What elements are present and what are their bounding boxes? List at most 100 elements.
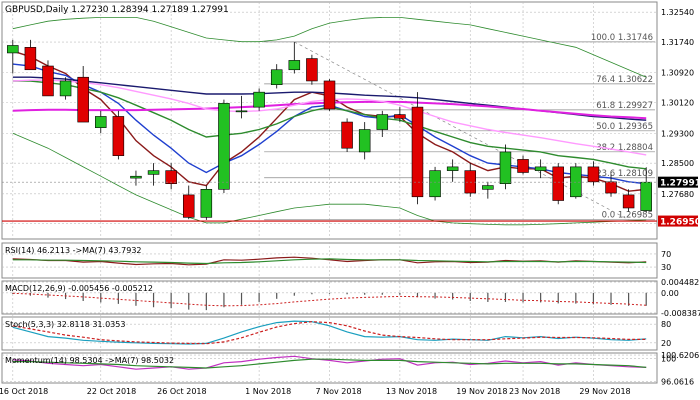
macd-tick-label: -0.008387 — [661, 309, 700, 318]
rsi-tick-label: 70 — [661, 250, 671, 259]
fib-level-label: 50.0 1.29365 — [596, 122, 653, 132]
price-tick-label: 1.30120 — [661, 99, 694, 108]
macd-histogram-bar — [592, 292, 595, 305]
macd-histogram-bar — [416, 292, 419, 298]
indicator-subpanels: 70 30 RSI(14) 46.2113 ->MA(7) 43.7932 0.004… — [2, 246, 700, 387]
candle-bearish — [165, 170, 177, 184]
macd-histogram-bar — [434, 292, 436, 299]
macd-histogram-bar — [276, 292, 278, 299]
macd-histogram-bar — [311, 292, 313, 295]
stoch-tick-label: 80 — [661, 320, 671, 329]
macd-histogram-bar — [223, 292, 225, 308]
support-line: 1.26950 — [2, 215, 700, 228]
macd-histogram-bar — [240, 292, 243, 305]
macd-histogram-bar — [610, 292, 612, 305]
price-tick-label: 1.27680 — [661, 190, 694, 199]
candle-bullish — [147, 170, 160, 175]
stoch-line-0 — [12, 320, 647, 345]
candle-bullish — [7, 45, 19, 54]
candle-bullish — [358, 129, 371, 153]
macd-histogram-bar — [293, 292, 295, 296]
stoch-tick-label: 20 — [661, 339, 671, 348]
current-price-marker: 1.27991 — [2, 176, 700, 189]
candle-bearish — [587, 166, 600, 183]
price-tick-label: 1.28500 — [661, 159, 694, 168]
momentum-tick-label: 100.6206 — [661, 351, 699, 360]
macd-tick-label: 0.004482 — [661, 278, 699, 287]
macd-tick-label: 0.00 — [661, 289, 679, 298]
candle-bullish — [130, 175, 142, 179]
macd-histogram-bar — [82, 292, 84, 301]
chart-title: GBPUSD,Daily 1.27230 1.28394 1.27189 1.2… — [5, 5, 229, 15]
candle-bullish — [640, 181, 652, 211]
candle-bearish — [464, 170, 477, 194]
candle-bearish — [341, 121, 353, 149]
macd-histogram-bar — [452, 292, 454, 300]
macd-histogram-bar — [47, 292, 49, 298]
support-price-label: 1.26950 — [660, 218, 700, 228]
macd-histogram-bar — [346, 292, 348, 295]
rsi-tick-label: 30 — [661, 263, 671, 272]
momentum-label: Momentum(14) 98.5304 ->MA(7) 98.5032 — [5, 356, 174, 365]
candle-bullish — [499, 151, 512, 184]
macd-histogram-bar — [645, 292, 647, 306]
date-tick-label: 26 Oct 2018 — [157, 387, 206, 396]
candle-bearish — [182, 194, 195, 218]
candle-bullish — [235, 110, 248, 113]
macd-histogram-bar — [205, 292, 207, 311]
macd-signal-line — [12, 292, 647, 307]
macd-histogram-bar — [170, 292, 172, 309]
rsi-line-1 — [12, 258, 647, 265]
macd-histogram-bar — [258, 292, 260, 302]
candle-bearish — [517, 159, 529, 173]
candle-bearish — [552, 166, 564, 201]
macd-histogram-bar — [364, 292, 366, 295]
candle-bullish — [218, 103, 230, 190]
macd-histogram-bar — [540, 292, 542, 303]
candle-bearish — [112, 116, 125, 156]
candle-bullish — [570, 166, 582, 198]
date-tick-label: 22 Oct 2018 — [87, 387, 136, 396]
rsi-label: RSI(14) 46.2113 ->MA(7) 43.7932 — [5, 246, 142, 255]
macd-histogram-bar — [504, 292, 507, 302]
momentum-tick-label: 100 — [661, 355, 676, 364]
bollinger-upper-line — [12, 16, 647, 78]
candle-bearish — [394, 114, 406, 119]
macd-histogram-bar — [469, 292, 471, 301]
macd-histogram-bar — [557, 292, 559, 304]
macd-histogram-bar — [152, 292, 155, 308]
candle-bearish — [411, 106, 424, 198]
date-tick-label: 1 Nov 2018 — [245, 387, 291, 396]
date-axis-ticks: 16 Oct 2018 22 Oct 2018 26 Oct 2018 1 Nov 2… — [0, 387, 631, 396]
price-axis-ticks: 1.32540 1.31740 1.30920 1.30120 1.29300 1.285… — [661, 8, 694, 228]
candle-bullish — [253, 91, 265, 108]
momentum-line-0 — [12, 355, 647, 370]
candle-bullish — [534, 166, 547, 171]
candle-bullish — [482, 185, 494, 190]
price-tick-label: 1.30920 — [661, 69, 694, 78]
stoch-line-1 — [12, 321, 647, 345]
rsi-line-0 — [12, 256, 647, 266]
macd-histogram-bar — [381, 292, 383, 295]
macd-histogram-bar — [117, 292, 119, 304]
current-price-label: 1.27991 — [660, 179, 700, 189]
price-tick-label: 1.31740 — [661, 38, 694, 47]
price-tick-label: 1.32540 — [661, 8, 694, 17]
fib-level-label: 38.2 1.28804 — [596, 143, 653, 153]
macd-histogram-bar — [628, 292, 630, 306]
bollinger-lower-line — [12, 132, 647, 226]
macd-histogram-bar — [399, 292, 401, 295]
candle-bearish — [605, 181, 617, 194]
candle-bearish — [622, 194, 635, 209]
macd-label: MACD(12,26,9) -0.005456 -0.005212 — [5, 284, 153, 293]
fib-level-label: 76.4 1.30622 — [596, 75, 653, 85]
fib-level-label: 61.8 1.29927 — [596, 101, 653, 111]
candle-bearish — [42, 65, 54, 97]
date-tick-label: 16 Oct 2018 — [0, 387, 48, 396]
date-tick-label: 13 Nov 2018 — [386, 387, 437, 396]
candle-bullish — [429, 170, 441, 198]
fib-level-label: 0.0 1.26985 — [602, 211, 653, 221]
candle-bearish — [306, 58, 318, 82]
candle-bullish — [446, 166, 459, 171]
